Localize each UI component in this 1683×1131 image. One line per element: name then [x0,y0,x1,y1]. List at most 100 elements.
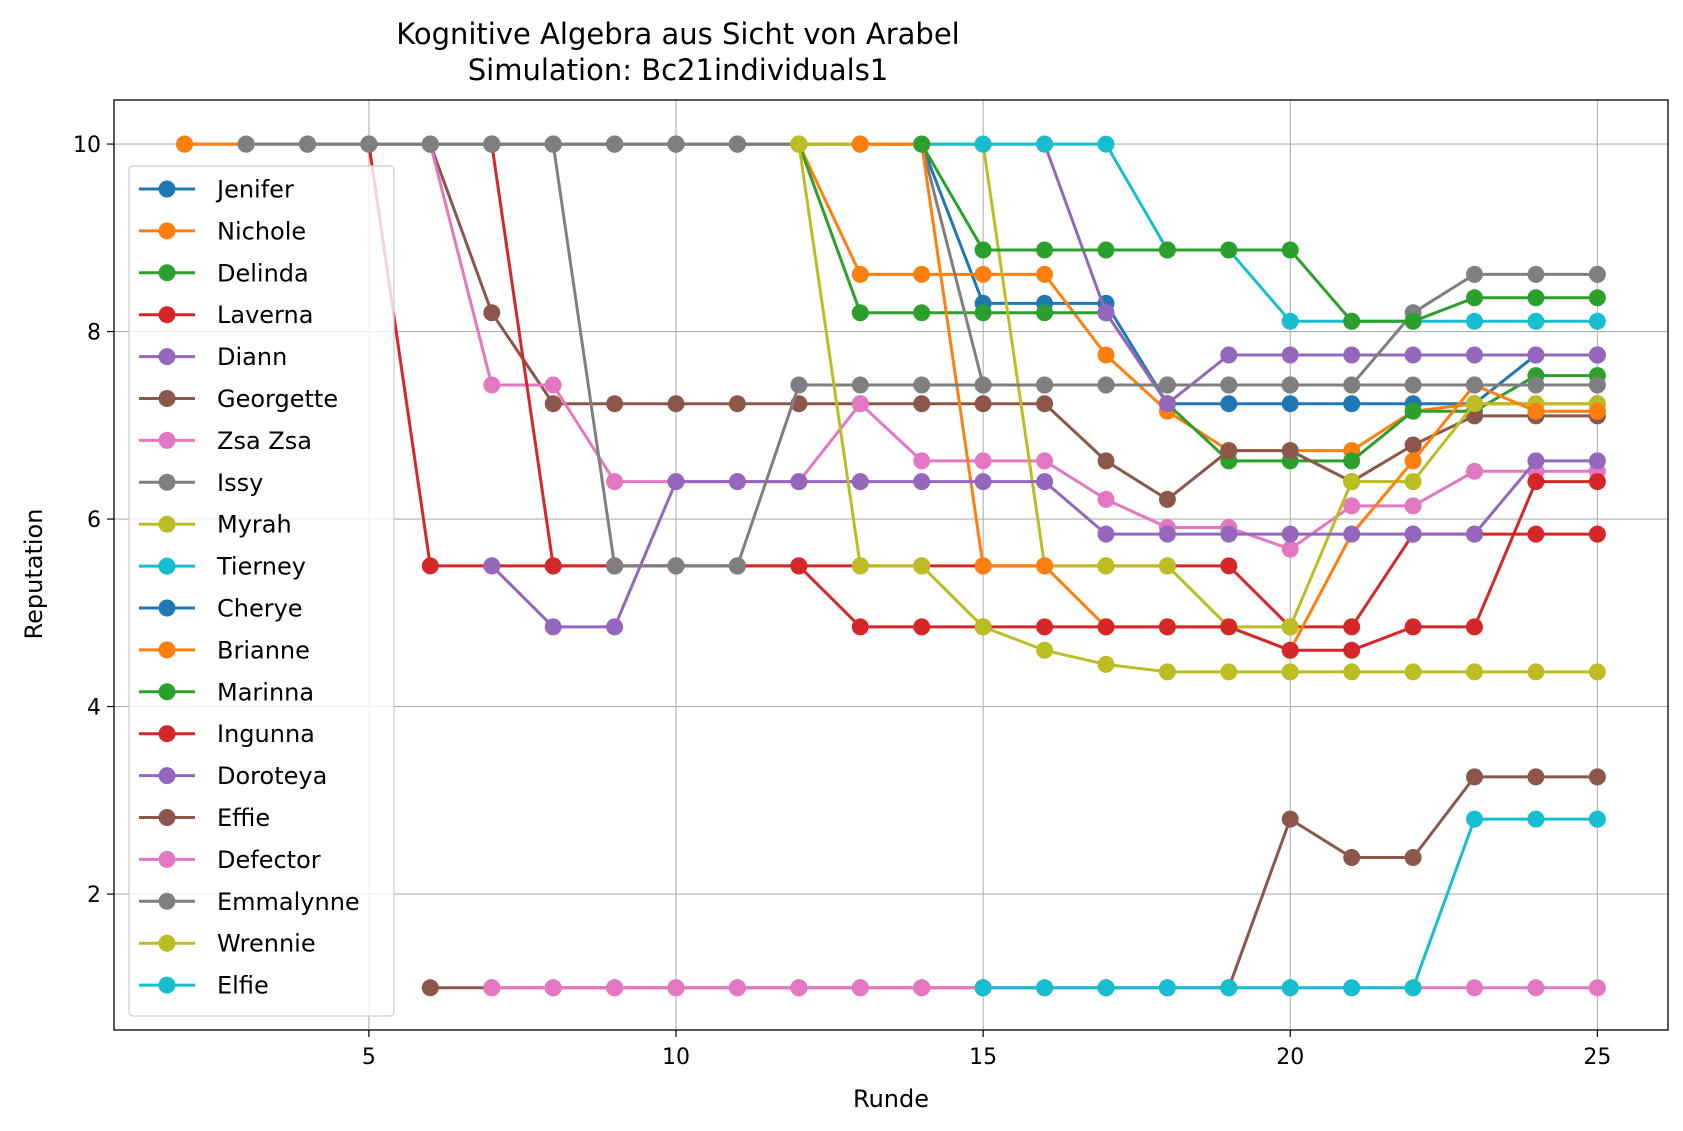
legend-label: Doroteya [217,762,327,790]
data-point [1588,312,1606,330]
data-point [1404,979,1422,997]
data-point [1343,376,1361,394]
legend-item: Emmalynne [139,888,360,916]
legend-label: Diann [217,343,287,371]
series-line [428,143,1598,501]
data-point [1466,395,1483,413]
legend-marker [158,767,176,785]
data-point [1097,304,1115,322]
data-point [974,452,992,470]
legend-item: Tierney [139,553,306,581]
data-point [1527,312,1545,330]
data-point [1036,135,1054,153]
data-point [667,135,685,153]
data-point [1527,265,1545,283]
data-point [851,473,869,491]
data-point [1220,979,1238,997]
data-point [1588,289,1606,307]
data-point [1281,663,1299,681]
data-point [1281,810,1299,828]
legend-item: Zsa Zsa [139,427,312,455]
legend-marker [158,515,176,533]
data-point [421,135,439,153]
series-lines [176,135,1606,997]
legend-item: Jenifer [139,176,294,204]
plot-area-frame [113,99,1669,1031]
series-line [920,143,1598,323]
y-tick-label: 4 [87,696,101,721]
data-point [1036,376,1054,394]
data-point [667,557,685,575]
legend-item: Laverna [139,301,313,329]
legend-marker [158,222,176,240]
series-15 [421,768,1606,997]
y-axis-label: Reputation [20,509,48,640]
legend-marker [158,306,176,324]
data-point [1466,979,1483,997]
data-point [851,265,869,283]
data-point [1220,618,1238,636]
legend-label: Ingunna [217,720,315,748]
data-point [1404,346,1422,364]
data-point [1097,490,1115,508]
data-point [1036,641,1054,659]
data-point [1466,265,1483,283]
series-14 [483,452,1606,636]
legend-label: Marinna [217,678,314,706]
data-point [544,395,562,413]
data-point [1343,641,1361,659]
data-point [1466,462,1483,480]
legend-item: Doroteya [139,762,327,790]
data-point [1097,376,1115,394]
data-point [1281,540,1299,558]
data-point [1220,557,1238,575]
series-line [307,142,1598,463]
data-point [1158,557,1176,575]
data-point [1588,663,1606,681]
data-point [544,376,562,394]
legend-marker [158,431,176,449]
legend-label: Delinda [217,259,309,287]
data-point [851,376,869,394]
data-point [1097,618,1115,636]
data-point [1527,473,1545,491]
data-point [1036,452,1054,470]
data-point [1281,525,1299,543]
data-point [1527,452,1545,470]
data-point [1527,346,1545,364]
data-point [1404,525,1422,543]
chart-title: Kognitive Algebra aus Sicht von Arabel [396,17,959,51]
data-point [1466,346,1483,364]
data-point [606,395,624,413]
data-point [237,135,255,153]
legend-item: Marinna [139,678,314,706]
legend-item: Effie [139,804,270,832]
legend-marker [158,390,176,407]
data-point [483,376,501,394]
legend-label: Issy [217,469,263,497]
data-point [1220,442,1238,460]
data-point [1404,312,1422,330]
data-point [1527,525,1545,543]
data-point [1588,473,1606,491]
legend-marker [158,473,176,491]
data-point [544,557,562,575]
legend-item: Nichole [139,217,306,245]
data-point [851,979,869,997]
data-point [667,395,685,413]
legend-marker [158,850,176,868]
legend-item: Brianne [139,636,310,664]
data-point [1097,241,1115,259]
data-point [913,452,931,470]
data-point [1466,525,1483,543]
data-point [544,618,562,636]
data-point [851,304,869,322]
data-point [1466,407,1483,425]
data-point [1158,618,1176,636]
legend-marker [158,599,176,617]
legend-label: Emmalynne [217,888,360,916]
series-19 [974,810,1606,997]
legend-label: Myrah [217,511,292,539]
data-point [1588,265,1606,283]
